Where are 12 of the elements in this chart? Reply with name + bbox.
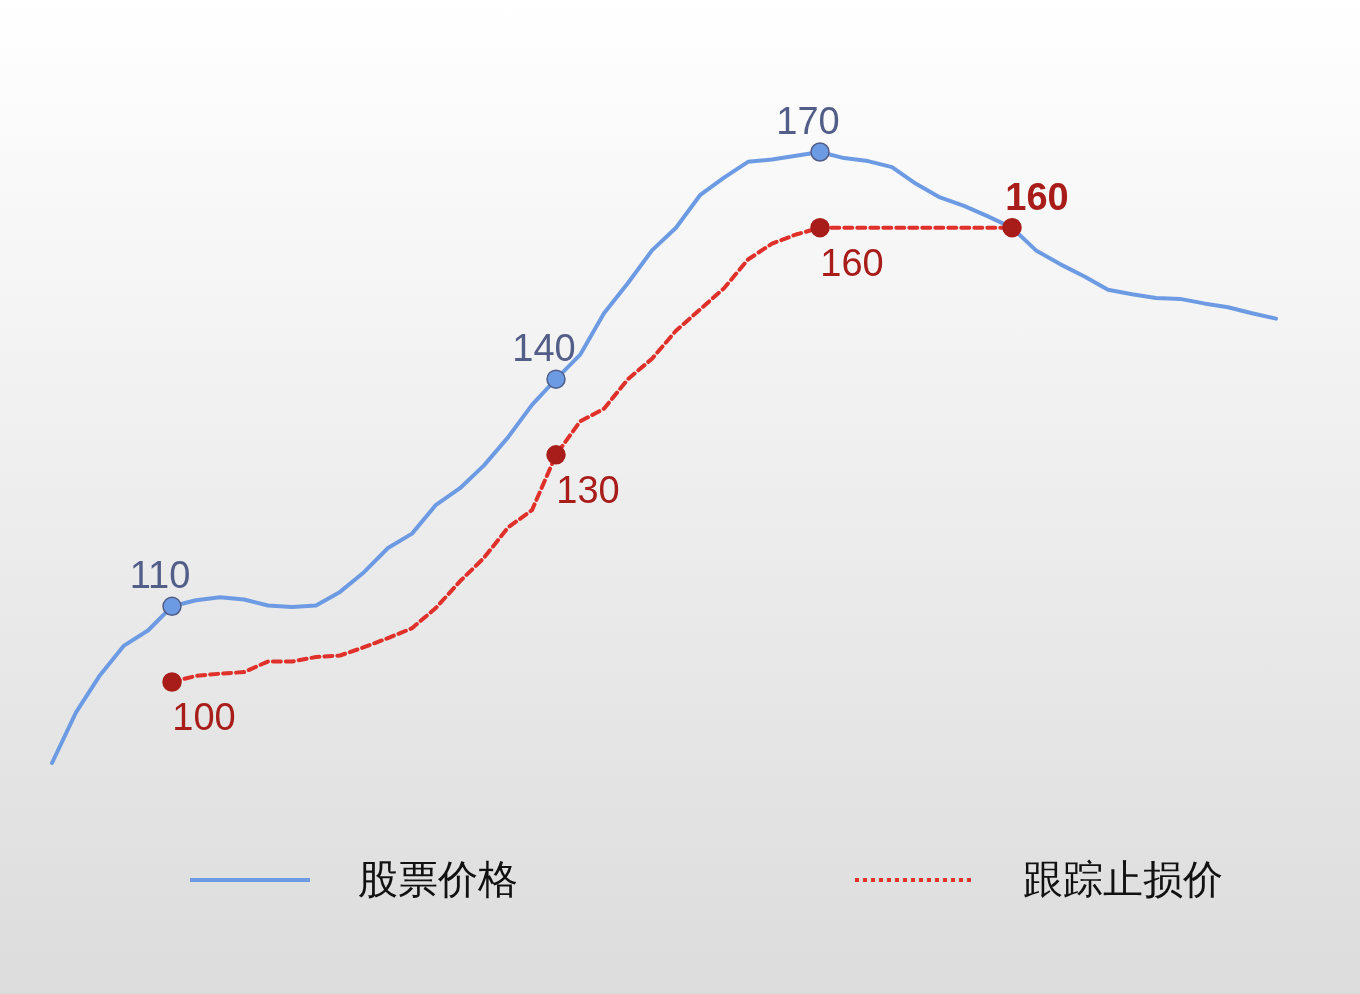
point: [810, 142, 830, 162]
data-label: 110: [129, 554, 191, 597]
data-label: 160: [1005, 175, 1069, 218]
point: [162, 596, 182, 617]
data-label: 170: [776, 100, 840, 142]
legend-label: 跟踪止损价: [1023, 856, 1223, 902]
data-label: 130: [556, 468, 620, 511]
data-label: 140: [512, 327, 576, 370]
legend-label: 股票价格: [358, 856, 518, 902]
data-label: 100: [172, 695, 236, 738]
point: [546, 369, 566, 389]
data-label: 160: [820, 241, 884, 284]
